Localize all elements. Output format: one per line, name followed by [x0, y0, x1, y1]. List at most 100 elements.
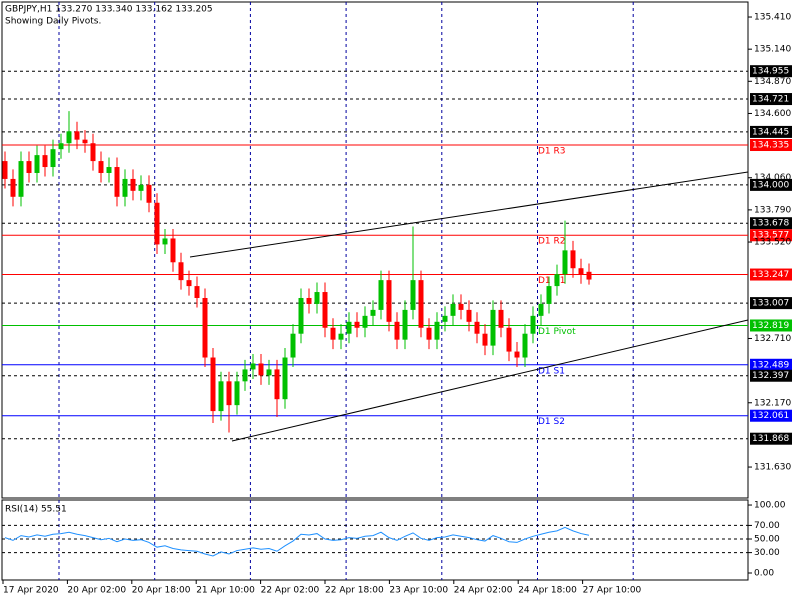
candle-body [554, 274, 560, 287]
candle-body [418, 280, 424, 328]
x-tick-label: 22 Apr 02:00 [261, 586, 320, 596]
rsi-tick-label: 0.00 [754, 568, 774, 578]
candle-body [466, 309, 472, 322]
level-label-box [750, 358, 792, 371]
level-label-box [750, 297, 792, 310]
level-label-box [750, 432, 792, 445]
level-label-box [750, 178, 792, 191]
candle-body [450, 303, 456, 316]
level-label: 133.678 [752, 219, 789, 229]
level-label: 134.335 [752, 141, 789, 151]
rsi-line [4, 526, 590, 557]
candle-body [498, 309, 504, 328]
level-label: 132.489 [752, 360, 789, 370]
candle-body [378, 280, 384, 310]
level-label: 134.955 [752, 67, 789, 77]
pivot-name: D1 S2 [538, 417, 565, 427]
candle-body [306, 297, 312, 304]
main-frame [1, 1, 749, 499]
y-tick-label: 132.710 [754, 334, 791, 344]
candle-body [146, 184, 152, 203]
candle-body [514, 351, 520, 358]
candle-body [26, 161, 32, 173]
chart-header: GBPJPY,H1 133.270 133.340 133.162 133.20… [5, 5, 213, 15]
pivot-name: D1 R2 [538, 237, 566, 247]
candle-body [74, 131, 80, 140]
candle-body [386, 280, 392, 322]
y-tick-label: 131.630 [754, 463, 791, 473]
pivot-name: D1 Pivot [538, 327, 576, 337]
candle-body [354, 321, 360, 328]
candle-body [170, 238, 176, 263]
candle-body [330, 327, 336, 340]
y-tick-label: 135.410 [754, 13, 791, 23]
x-tick-label: 27 Apr 10:00 [583, 586, 642, 596]
candle-body [290, 333, 296, 358]
candle-body [34, 155, 40, 173]
level-label-box [750, 409, 792, 422]
candle-body [410, 280, 416, 310]
level-label-box [750, 139, 792, 152]
candle-body [458, 303, 464, 310]
candle-body [90, 143, 96, 162]
candle-body [210, 357, 216, 412]
candle-body [50, 149, 56, 168]
y-tick-label: 135.140 [754, 45, 791, 55]
level-label: 132.397 [752, 371, 789, 381]
level-label-box [750, 93, 792, 106]
candle-body [562, 250, 568, 275]
candle-body [274, 369, 280, 400]
level-label: 132.819 [752, 321, 789, 331]
trend-line [189, 171, 749, 258]
candle-body [346, 321, 352, 334]
candle-body [434, 321, 440, 340]
candle-body [394, 321, 400, 340]
candle-body [234, 381, 240, 406]
level-label-box [750, 125, 792, 138]
candle-body [506, 327, 512, 352]
y-tick-label: 133.790 [754, 205, 791, 215]
level-label-box [750, 369, 792, 382]
candle-body [194, 286, 200, 298]
candle-body [338, 333, 344, 340]
candle-body [370, 309, 376, 316]
rsi-frame [1, 499, 749, 581]
candle-body [178, 262, 184, 281]
candle-body [578, 268, 584, 275]
y-tick-label: 133.520 [754, 238, 791, 248]
rsi-tick-label: 50.00 [754, 535, 780, 545]
level-label-box [750, 217, 792, 230]
candle-body [426, 327, 432, 340]
trend-line [231, 319, 749, 442]
x-tick-label: 24 Apr 02:00 [454, 586, 513, 596]
candle-body [530, 315, 536, 334]
y-tick-label: 134.060 [754, 173, 791, 183]
candle-body [114, 167, 120, 197]
candle-body [258, 363, 264, 376]
level-label: 133.007 [752, 299, 789, 309]
candle-body [154, 202, 160, 245]
candle-body [186, 280, 192, 287]
candle-body [10, 178, 16, 197]
x-tick-label: 20 Apr 02:00 [67, 586, 126, 596]
candle-body [18, 161, 24, 197]
candle-body [546, 286, 552, 304]
x-tick-label: 20 Apr 18:00 [132, 586, 191, 596]
candle-body [122, 178, 128, 197]
candle-body [282, 357, 288, 400]
level-label: 134.445 [752, 127, 789, 137]
candle-body [250, 363, 256, 370]
candle-body [66, 131, 72, 144]
x-tick-label: 23 Apr 10:00 [389, 586, 448, 596]
level-label: 133.577 [752, 231, 789, 241]
candle-body [106, 167, 112, 173]
candle-body [242, 369, 248, 382]
level-label-box [750, 229, 792, 242]
candle-body [474, 321, 480, 334]
x-tick-label: 24 Apr 18:00 [518, 586, 577, 596]
candle-body [130, 178, 136, 191]
candle-body [538, 303, 544, 316]
level-label: 134.000 [752, 180, 789, 190]
candle-body [298, 297, 304, 334]
